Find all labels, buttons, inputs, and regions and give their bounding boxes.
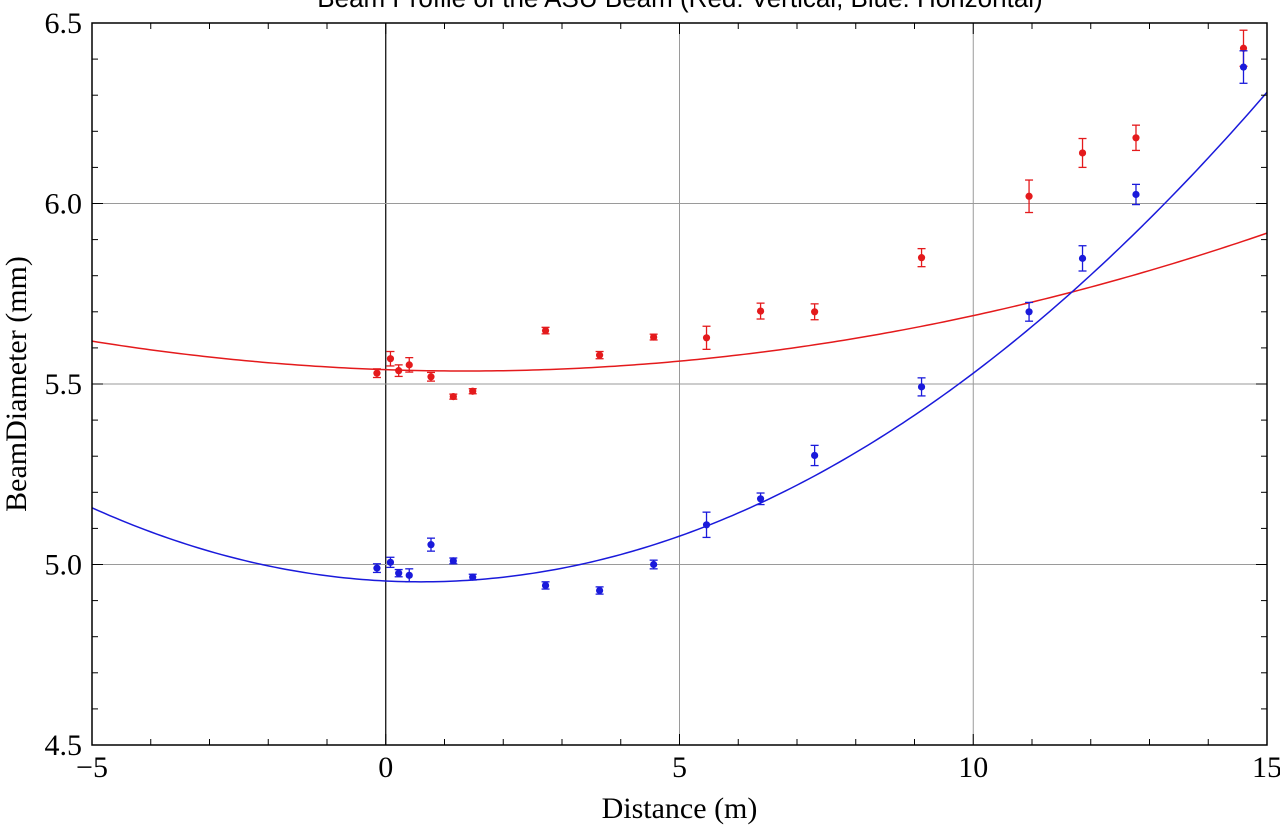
x-tick-label: 10 (958, 751, 988, 784)
data-point (650, 333, 658, 341)
y-tick-label: 5.0 (45, 549, 83, 582)
data-point (541, 326, 550, 335)
fit-curve-1 (91, 91, 1268, 583)
data-point (1078, 254, 1087, 262)
data-point (917, 383, 926, 391)
data-point (756, 495, 765, 503)
y-tick-label: 6.0 (45, 188, 83, 221)
data-point (1239, 44, 1248, 52)
data-point (650, 560, 658, 569)
x-tick-label: 0 (378, 751, 393, 784)
data-point (405, 571, 413, 579)
data-point (469, 573, 477, 581)
data-point (596, 351, 604, 359)
x-tick-label: 15 (1252, 751, 1280, 784)
data-point (373, 369, 381, 377)
data-point (405, 361, 413, 369)
data-point (449, 393, 457, 401)
data-point (917, 254, 926, 262)
data-point (373, 564, 381, 572)
data-point (1025, 192, 1033, 200)
data-point (1078, 149, 1087, 157)
data-point (1132, 134, 1140, 142)
data-point (1132, 190, 1140, 199)
data-point (449, 557, 457, 565)
data-point (596, 586, 604, 595)
data-point (1239, 63, 1248, 71)
data-point (811, 451, 819, 460)
data-point (541, 581, 550, 590)
y-tick-label: 5.5 (45, 368, 83, 401)
grid-lines (92, 23, 1267, 745)
data-point (386, 558, 395, 566)
data-point (702, 521, 711, 529)
data-point (427, 541, 435, 549)
chart-title: Beam Profile of the ASU Beam (Red: Verti… (317, 0, 1042, 13)
x-tick-label: 5 (672, 751, 687, 784)
data-point (427, 373, 435, 381)
y-tick-label: 4.5 (45, 729, 83, 762)
data-point (756, 307, 765, 315)
data-point (395, 367, 403, 375)
data-point (702, 334, 711, 342)
data-point (386, 355, 395, 363)
x-axis-title: Distance (m) (602, 792, 758, 825)
fit-curves (91, 91, 1268, 583)
y-tick-label: 6.5 (45, 7, 83, 40)
data-point (811, 308, 819, 316)
data-point (469, 387, 477, 395)
data-point (1025, 308, 1033, 316)
x-tick-label: −5 (76, 751, 108, 784)
data-points (372, 29, 1248, 595)
axis-ticks: −5 0 5 10 15 4.5 5.0 5.5 6.0 6.5 (45, 7, 1280, 784)
y-axis-title: BeamDiameter (mm) (0, 256, 33, 512)
data-point (395, 569, 403, 577)
